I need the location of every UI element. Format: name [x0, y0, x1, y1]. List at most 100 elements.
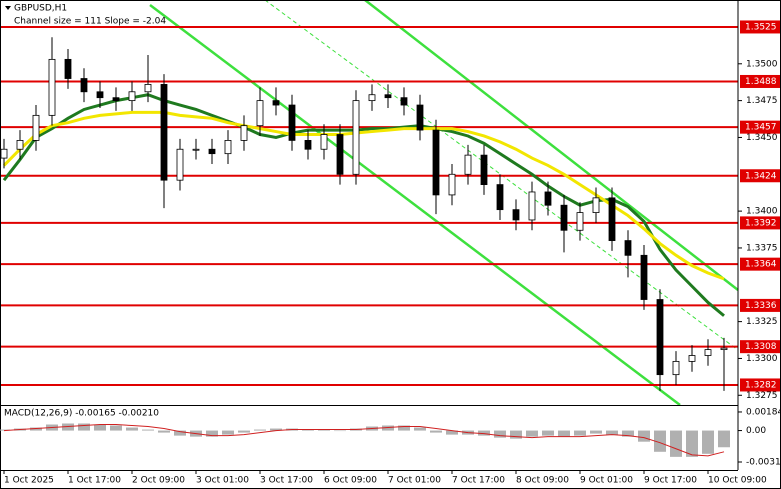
- y-tick-label: 1.3300: [746, 354, 778, 364]
- y-tick-label: 1.3325: [746, 317, 778, 327]
- level-label-box: [740, 378, 780, 392]
- macd-bar: [478, 430, 490, 436]
- candle-body: [112, 97, 120, 102]
- macd-bar: [318, 429, 330, 431]
- candle-body: [368, 94, 376, 102]
- y-tick-label: 1.3475: [746, 96, 778, 106]
- channel-upper: [364, 0, 739, 291]
- macd-bar: [270, 428, 282, 431]
- macd-bar: [590, 430, 602, 434]
- macd-bar: [174, 430, 186, 436]
- chart-title: GBPUSD,H1: [14, 4, 67, 14]
- level-label-box: [740, 340, 780, 354]
- macd-bar: [638, 430, 650, 442]
- candle-body: [560, 204, 568, 231]
- x-tick-label: 1 Oct 17:00: [68, 476, 121, 486]
- level-label-box: [740, 216, 780, 230]
- macd-bar: [430, 430, 442, 433]
- macd-bar: [670, 430, 682, 457]
- level-label: 1.3525: [745, 22, 777, 32]
- candle-body: [240, 125, 248, 141]
- level-label-box: [740, 120, 780, 134]
- level-label-box: [740, 74, 780, 88]
- x-tick-label: 1 Oct 2025: [4, 476, 54, 486]
- candle-body: [720, 347, 728, 351]
- candle-body: [224, 140, 232, 155]
- macd-bar: [206, 430, 218, 437]
- macd-bar: [542, 430, 554, 436]
- plot: [0, 25, 738, 391]
- macd-bar: [398, 425, 410, 431]
- candle-body: [336, 134, 344, 175]
- candle-body: [512, 209, 520, 221]
- candle-body: [704, 349, 712, 356]
- candle-body: [416, 104, 424, 131]
- candle-body: [448, 173, 456, 196]
- candle-body: [32, 114, 40, 141]
- candle-body: [528, 191, 536, 221]
- x-tick-label: 10 Oct 09:00: [708, 476, 767, 486]
- level-label-box: [740, 298, 780, 312]
- candle-body: [656, 299, 664, 376]
- channel-info: Channel size = 111 Slope = -2.04: [14, 17, 166, 27]
- moving-average: [2, 110, 725, 281]
- x-tick-label: 3 Oct 01:00: [196, 476, 249, 486]
- candle-body: [464, 154, 472, 175]
- candle-body: [96, 91, 104, 99]
- macd-y-tick-label: -0.00311: [746, 458, 781, 468]
- level-label: 1.3336: [745, 301, 777, 311]
- macd-bar: [718, 430, 730, 448]
- level-label: 1.3424: [745, 171, 777, 181]
- level-label: 1.3457: [745, 123, 777, 133]
- candle-body: [208, 148, 216, 155]
- macd-bar: [574, 430, 586, 436]
- candle-body: [592, 197, 600, 213]
- macd-bar: [494, 430, 506, 438]
- macd-bar: [510, 430, 522, 439]
- level-label-box: [740, 20, 780, 34]
- macd-bar: [622, 430, 634, 437]
- macd-bar: [654, 430, 666, 452]
- x-tick-label: 3 Oct 17:00: [260, 476, 313, 486]
- x-tick-label: 9 Oct 17:00: [644, 476, 697, 486]
- candle-body: [16, 140, 24, 150]
- candle-body: [432, 129, 440, 196]
- macd-bar: [62, 423, 74, 431]
- candle-body: [304, 140, 312, 150]
- macd-bar: [110, 425, 122, 431]
- candle-body: [480, 154, 488, 185]
- x-tick-label: 8 Oct 09:00: [516, 476, 569, 486]
- y-tick-label: 1.3500: [746, 59, 778, 69]
- macd-bar: [302, 429, 314, 431]
- macd-bar: [158, 430, 170, 433]
- macd-bar: [558, 430, 570, 437]
- x-tick-label: 9 Oct 01:00: [580, 476, 633, 486]
- macd-bar: [126, 427, 138, 431]
- candle-body: [256, 100, 264, 127]
- y-tick-label: 1.3375: [746, 243, 778, 253]
- macd-bar: [686, 430, 698, 457]
- candle-body: [320, 134, 328, 150]
- macd-bar: [30, 427, 42, 431]
- macd-bar: [526, 430, 538, 437]
- candle-body: [688, 355, 696, 362]
- macd-label: MACD(12,26,9) -0.00165 -0.00210: [4, 409, 159, 419]
- level-label: 1.3488: [745, 77, 777, 87]
- macd-signal: [3, 424, 725, 457]
- level-label: 1.3364: [745, 260, 777, 270]
- macd-bar: [702, 430, 714, 454]
- candle-body: [352, 100, 360, 175]
- candle-body: [64, 58, 72, 79]
- candle-body: [608, 197, 616, 241]
- candle-body: [272, 100, 280, 106]
- macd-bar: [414, 427, 426, 431]
- candle-body: [544, 191, 552, 206]
- candle-body: [672, 360, 680, 376]
- macd-bar: [142, 429, 154, 431]
- level-label-box: [740, 169, 780, 183]
- macd-y-tick-label: 0.00: [746, 426, 766, 436]
- candle-body: [288, 104, 296, 141]
- macd-bar: [382, 425, 394, 431]
- candle-body: [176, 148, 184, 181]
